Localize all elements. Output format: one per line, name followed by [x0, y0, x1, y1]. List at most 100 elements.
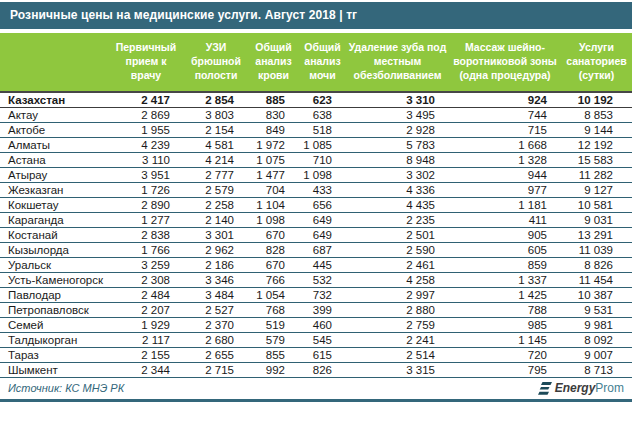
price-cell: 445 — [299, 257, 346, 272]
price-cell: 2 258 — [184, 197, 248, 212]
price-cell: 9 531 — [561, 302, 632, 317]
price-cell: 3 310 — [346, 92, 449, 107]
price-cell: 2 838 — [108, 227, 184, 242]
column-header-1: Первичный прием к врачу — [108, 33, 184, 92]
region-label: Актау — [0, 107, 108, 122]
price-cell: 4 258 — [346, 272, 449, 287]
price-cell: 1 085 — [299, 137, 346, 152]
price-cell: 2 655 — [184, 347, 248, 362]
price-cell: 1 145 — [449, 332, 561, 347]
price-cell: 2 514 — [346, 347, 449, 362]
price-cell: 2 579 — [184, 182, 248, 197]
region-label: Костанай — [0, 227, 108, 242]
price-cell: 826 — [299, 362, 346, 377]
price-cell: 8 092 — [561, 332, 632, 347]
column-header-6: Массаж шейно-воротниковой зоны (одна про… — [449, 33, 561, 92]
price-cell: 3 495 — [346, 107, 449, 122]
price-cell: 1 328 — [449, 152, 561, 167]
table-row: Атырау3 9512 7771 4771 0983 30294411 282 — [0, 167, 632, 182]
table-row: Уральск3 2592 1866704452 4618598 826 — [0, 257, 632, 272]
price-cell: 1 955 — [108, 122, 184, 137]
region-label: Кокшетау — [0, 197, 108, 212]
price-cell: 2 715 — [184, 362, 248, 377]
price-cell: 828 — [248, 242, 299, 257]
logo-text-prom: Prom — [595, 381, 624, 395]
price-cell: 2 777 — [184, 167, 248, 182]
header-row: Первичный прием к врачуУЗИ брюшной полос… — [0, 33, 632, 92]
bottom-divider — [0, 399, 632, 402]
price-cell: 545 — [299, 332, 346, 347]
title-bar: Розничные цены на медицинские услуги. Ав… — [0, 2, 632, 29]
region-column-header — [0, 33, 108, 92]
energyprom-logo: EnergyProm — [538, 381, 624, 395]
region-label: Семей — [0, 317, 108, 332]
price-cell: 2 962 — [184, 242, 248, 257]
region-label: Павлодар — [0, 287, 108, 302]
table-row: Семей1 9292 3705194602 7599859 981 — [0, 317, 632, 332]
price-cell: 3 301 — [184, 227, 248, 242]
price-cell: 710 — [299, 152, 346, 167]
column-header-7: Услуги санаториев (сутки) — [561, 33, 632, 92]
price-cell: 3 315 — [346, 362, 449, 377]
price-cell: 615 — [299, 347, 346, 362]
region-label: Караганда — [0, 212, 108, 227]
price-cell: 9 007 — [561, 347, 632, 362]
price-cell: 2 501 — [346, 227, 449, 242]
price-cell: 1 425 — [449, 287, 561, 302]
price-cell: 649 — [299, 227, 346, 242]
price-cell: 605 — [449, 242, 561, 257]
table-header: Первичный прием к врачуУЗИ брюшной полос… — [0, 33, 632, 92]
price-cell: 9 031 — [561, 212, 632, 227]
region-label: Астана — [0, 152, 108, 167]
price-cell: 656 — [299, 197, 346, 212]
price-cell: 649 — [299, 212, 346, 227]
price-cell: 1 766 — [108, 242, 184, 257]
region-label: Уральск — [0, 257, 108, 272]
price-cell: 985 — [449, 317, 561, 332]
prices-table: Первичный прием к врачуУЗИ брюшной полос… — [0, 33, 632, 378]
table-row: Астана3 1104 2141 0757108 9481 32815 583 — [0, 152, 632, 167]
price-cell: 859 — [449, 257, 561, 272]
table-body: Казахстан2 4172 8548856233 31092410 192А… — [0, 92, 632, 377]
price-cell: 13 291 — [561, 227, 632, 242]
table-row: Актау2 8693 8038306383 4957448 853 — [0, 107, 632, 122]
price-cell: 3 259 — [108, 257, 184, 272]
price-cell: 687 — [299, 242, 346, 257]
price-cell: 8 826 — [561, 257, 632, 272]
price-cell: 2 140 — [184, 212, 248, 227]
price-cell: 3 110 — [108, 152, 184, 167]
price-cell: 4 336 — [346, 182, 449, 197]
price-cell: 3 951 — [108, 167, 184, 182]
price-cell: 15 583 — [561, 152, 632, 167]
price-cell: 1 972 — [248, 137, 299, 152]
medical-prices-infographic: Розничные цены на медицинские услуги. Ав… — [0, 0, 632, 421]
price-cell: 2 308 — [108, 272, 184, 287]
price-cell: 2 241 — [346, 332, 449, 347]
price-cell: 433 — [299, 182, 346, 197]
price-cell: 10 581 — [561, 197, 632, 212]
price-cell: 2 854 — [184, 92, 248, 107]
price-cell: 1 104 — [248, 197, 299, 212]
price-cell: 766 — [248, 272, 299, 287]
price-cell: 12 192 — [561, 137, 632, 152]
price-cell: 2 997 — [346, 287, 449, 302]
price-cell: 4 435 — [346, 197, 449, 212]
energyprom-e-icon — [538, 382, 552, 395]
price-cell: 10 387 — [561, 287, 632, 302]
region-label: Жезказган — [0, 182, 108, 197]
price-cell: 4 239 — [108, 137, 184, 152]
table-row: Петропавловск2 2072 5277683992 8807889 5… — [0, 302, 632, 317]
price-cell: 1 098 — [248, 212, 299, 227]
price-cell: 4 581 — [184, 137, 248, 152]
price-cell: 1 477 — [248, 167, 299, 182]
price-cell: 744 — [449, 107, 561, 122]
table-row: Усть-Каменогорск2 3083 3467665324 2581 3… — [0, 272, 632, 287]
price-cell: 1 337 — [449, 272, 561, 287]
price-cell: 399 — [299, 302, 346, 317]
price-cell: 924 — [449, 92, 561, 107]
price-cell: 2 890 — [108, 197, 184, 212]
price-cell: 8 853 — [561, 107, 632, 122]
region-label: Алматы — [0, 137, 108, 152]
price-cell: 704 — [248, 182, 299, 197]
price-cell: 623 — [299, 92, 346, 107]
